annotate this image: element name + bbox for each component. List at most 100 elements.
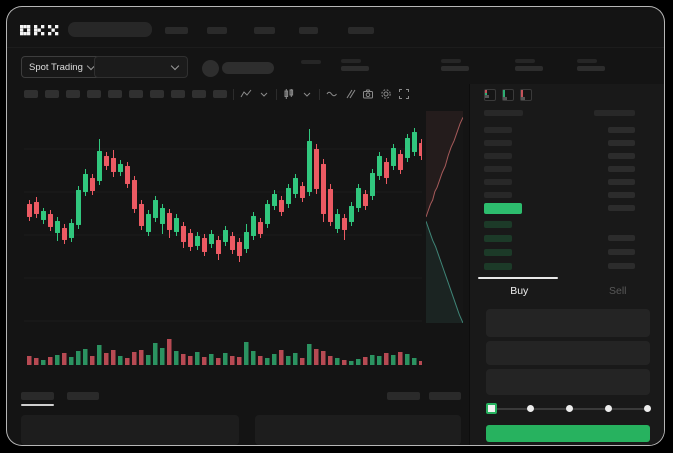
tab-buy[interactable]: Buy: [510, 285, 529, 297]
chevron-down-icon[interactable]: [301, 88, 313, 100]
amount-slider[interactable]: [486, 402, 651, 416]
book-combined-icon[interactable]: [484, 89, 496, 101]
amount-input[interactable]: [486, 341, 650, 365]
fullscreen-icon[interactable]: [398, 88, 410, 100]
nav-item[interactable]: [254, 27, 275, 34]
bid-amount: [608, 249, 635, 255]
tab-sell[interactable]: Sell: [608, 285, 627, 297]
slider-stop[interactable]: [644, 405, 651, 412]
chart-tools: [233, 87, 410, 101]
timeframe-button[interactable]: [66, 90, 80, 98]
okx-trading-app: Spot Trading Buy Sell: [7, 7, 664, 445]
mark: [503, 97, 507, 99]
search-input[interactable]: [68, 22, 152, 37]
mark: [521, 98, 525, 100]
mark: [503, 98, 507, 100]
bid-amount: [608, 263, 635, 269]
orderbook-view-toggles: [484, 89, 532, 101]
settings-gear-icon[interactable]: [380, 88, 392, 100]
slider-stop[interactable]: [566, 405, 573, 412]
timeframe-button[interactable]: [129, 90, 143, 98]
camera-icon[interactable]: [362, 88, 374, 100]
stat-label: [341, 59, 361, 63]
orders-tab[interactable]: [67, 392, 99, 400]
stat-label-placeholder: [301, 60, 321, 64]
ask-price[interactable]: [484, 179, 512, 185]
stat-value: [341, 66, 369, 71]
timeframe-button[interactable]: [171, 90, 185, 98]
pair-select-dropdown[interactable]: [94, 56, 188, 78]
price-input[interactable]: [486, 309, 650, 337]
book-asks-icon[interactable]: [520, 89, 532, 101]
bid-price[interactable]: [484, 235, 512, 242]
nav-item[interactable]: [165, 27, 188, 34]
candle-style-icon[interactable]: [283, 88, 295, 100]
ask-amount: [608, 192, 635, 198]
timeframe-button[interactable]: [108, 90, 122, 98]
volume-bars: [27, 339, 422, 365]
last-price-badge[interactable]: [484, 203, 522, 214]
stat-value: [441, 66, 469, 71]
slider-stop[interactable]: [605, 405, 612, 412]
mark: [521, 90, 523, 97]
ask-price[interactable]: [484, 166, 512, 172]
timeframe-button[interactable]: [213, 90, 227, 98]
bid-price[interactable]: [484, 263, 512, 270]
nav-item[interactable]: [207, 27, 227, 34]
spot-trading-label: Spot Trading: [29, 61, 83, 73]
chevron-down-icon[interactable]: [258, 88, 270, 100]
open-orders-table: [21, 415, 239, 445]
depth-chart[interactable]: [426, 111, 463, 323]
coin-avatar: [202, 60, 219, 77]
orders-tab[interactable]: [21, 392, 54, 400]
divider: [319, 88, 320, 100]
bid-amount: [608, 235, 635, 241]
timeframe-button[interactable]: [45, 90, 59, 98]
active-tab-underline: [21, 404, 54, 406]
orders-tab[interactable]: [429, 392, 461, 400]
mark: [485, 92, 487, 95]
mark: [521, 97, 525, 99]
divider: [276, 88, 277, 100]
timeframe-button[interactable]: [87, 90, 101, 98]
okx-logo: [20, 23, 62, 41]
slider-stop[interactable]: [527, 405, 534, 412]
buy-tab-indicator: [478, 277, 558, 279]
slider-handle[interactable]: [486, 403, 497, 414]
stat-label: [577, 59, 597, 63]
ticker-stat: [577, 59, 605, 71]
line-style-icon[interactable]: [240, 88, 252, 100]
bid-price[interactable]: [484, 249, 512, 256]
stat-label: [515, 59, 535, 63]
total-input[interactable]: [486, 369, 650, 395]
stat-label: [441, 59, 461, 63]
ask-price[interactable]: [484, 127, 512, 133]
stat-value: [515, 66, 543, 71]
pair-name-placeholder: [222, 62, 274, 74]
ask-price[interactable]: [484, 140, 512, 146]
bid-price[interactable]: [484, 221, 512, 228]
nav-item[interactable]: [348, 27, 374, 34]
compare-layers-icon[interactable]: [344, 88, 356, 100]
orders-tab[interactable]: [387, 392, 420, 400]
indicator-wave-icon[interactable]: [326, 88, 338, 100]
timeframe-button[interactable]: [24, 90, 38, 98]
mark: [485, 96, 489, 98]
spot-trading-dropdown[interactable]: Spot Trading: [21, 56, 102, 78]
mark: [503, 90, 505, 97]
device-frame: Spot Trading Buy Sell: [6, 6, 665, 446]
order-history-table: [255, 415, 461, 445]
ticker-stat: [441, 59, 469, 71]
orderbook-trade-panel: Buy Sell: [469, 84, 664, 445]
book-bids-icon[interactable]: [502, 89, 514, 101]
buy-button[interactable]: [486, 425, 650, 442]
nav-item[interactable]: [299, 27, 318, 34]
timeframe-button[interactable]: [192, 90, 206, 98]
timeframe-button[interactable]: [150, 90, 164, 98]
candlestick-chart[interactable]: [24, 114, 422, 329]
top-navigation-bar: [7, 7, 664, 48]
trade-tab-bar: Buy Sell: [470, 277, 664, 305]
ask-price[interactable]: [484, 153, 512, 159]
ask-price[interactable]: [484, 192, 512, 198]
mark: [485, 90, 487, 93]
